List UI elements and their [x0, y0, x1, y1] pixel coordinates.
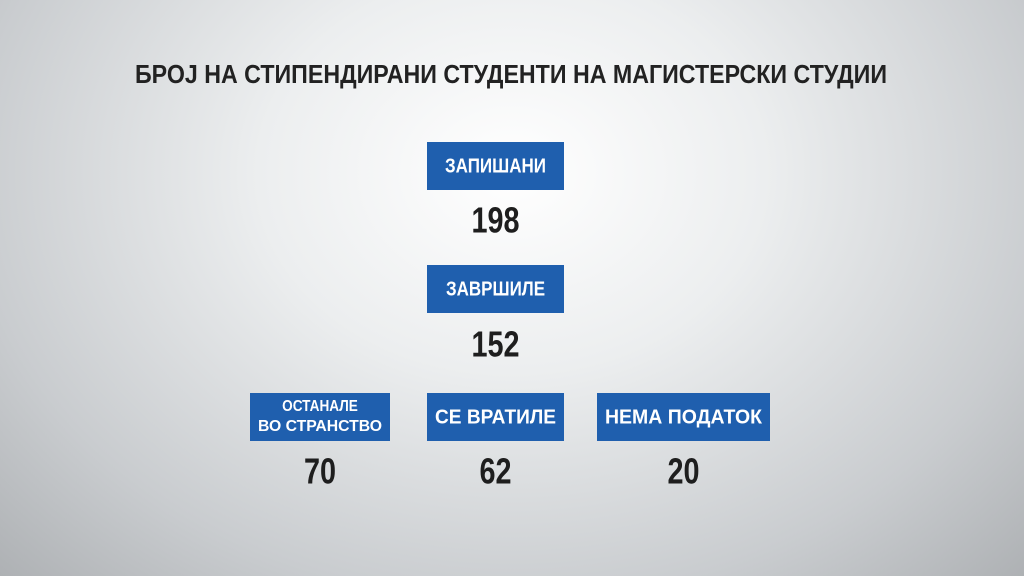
label-box	[250, 393, 390, 441]
label-box	[427, 265, 564, 313]
label: НЕМА ПОДАТОК	[605, 406, 763, 428]
value: 198	[471, 200, 519, 241]
label: СЕ ВРАТИЛЕ	[435, 406, 556, 428]
label: ОСТАНАЛЕ	[282, 398, 358, 415]
value: 152	[471, 324, 519, 365]
title: БРОЈ НА СТИПЕНДИРАНИ СТУДЕНТИ НА МАГИСТЕ…	[135, 59, 887, 89]
label: ЗАВРШИЛЕ	[446, 278, 545, 300]
label: ЗАПИШАНИ	[445, 155, 546, 177]
value: 62	[479, 451, 511, 492]
label-box	[427, 393, 564, 441]
value: 70	[304, 451, 336, 492]
label: ВО СТРАНСТВО	[258, 418, 382, 435]
label-box	[597, 393, 770, 441]
value: 20	[667, 451, 699, 492]
label-box	[427, 142, 564, 190]
